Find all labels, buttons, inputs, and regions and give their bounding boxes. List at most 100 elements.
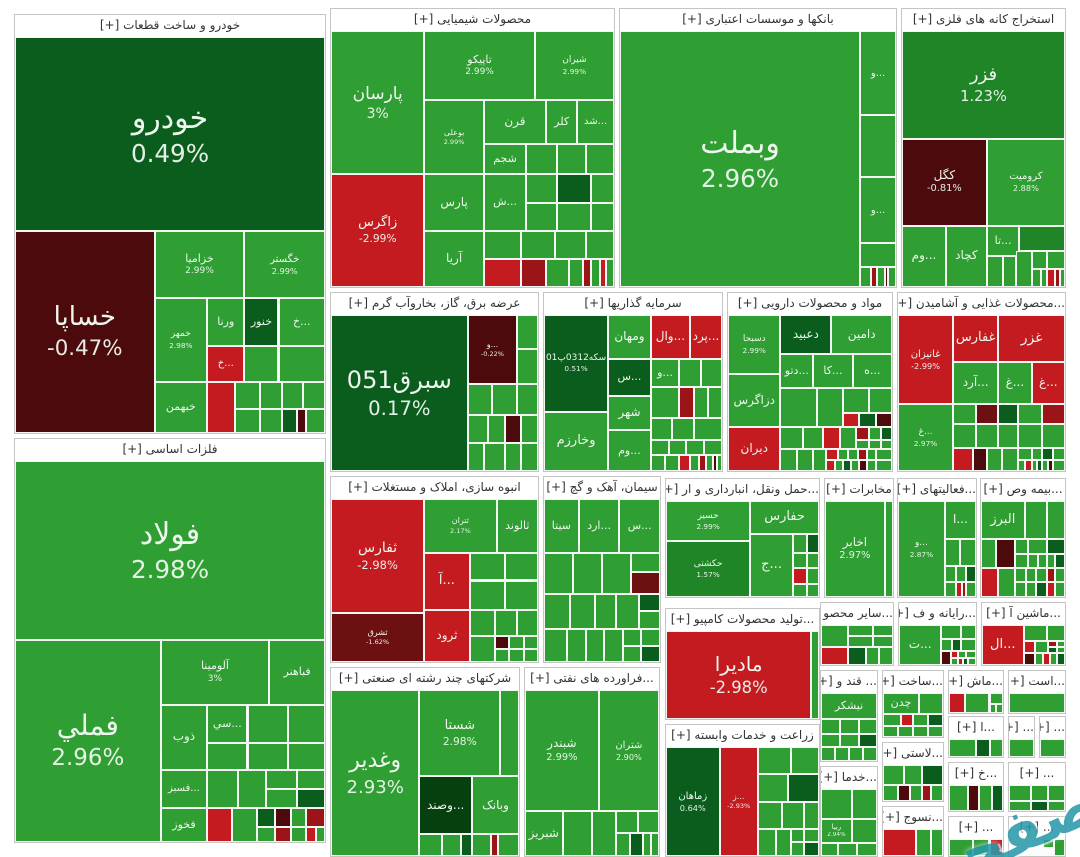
tile[interactable] bbox=[1041, 447, 1054, 461]
tile[interactable] bbox=[523, 635, 538, 649]
tile-اخابر[interactable]: اخابر 2.97% bbox=[825, 501, 885, 597]
tile[interactable] bbox=[1046, 553, 1055, 569]
tile[interactable] bbox=[266, 769, 298, 789]
sector-header[interactable]: ...رایانه و ف [+] bbox=[899, 603, 976, 626]
tile-شستا[interactable]: شستا 2.98% bbox=[419, 690, 501, 777]
tile-وغدیر[interactable]: وغدیر 2.93% bbox=[331, 690, 420, 856]
tile[interactable] bbox=[281, 381, 304, 410]
tile[interactable] bbox=[1053, 839, 1065, 856]
tile[interactable] bbox=[1042, 839, 1054, 848]
tile-سکه0312پ01[interactable]: سکه0312پ01 0.51% bbox=[544, 315, 609, 412]
tile[interactable] bbox=[776, 828, 792, 856]
tile[interactable] bbox=[1018, 403, 1042, 425]
tile[interactable] bbox=[631, 572, 660, 594]
tile-فزر[interactable]: فزر 1.23% bbox=[902, 31, 1065, 139]
tile[interactable] bbox=[960, 625, 976, 639]
tile[interactable] bbox=[1032, 269, 1041, 287]
tile[interactable] bbox=[878, 647, 893, 665]
tile[interactable] bbox=[1046, 625, 1065, 641]
tile[interactable] bbox=[698, 455, 706, 471]
tile[interactable] bbox=[989, 839, 1003, 856]
tile[interactable] bbox=[928, 725, 943, 737]
tile-...خ[interactable]: ...خ bbox=[207, 345, 245, 382]
tile[interactable] bbox=[639, 611, 660, 630]
tile[interactable] bbox=[944, 581, 956, 597]
tile[interactable] bbox=[1024, 460, 1032, 471]
tile[interactable] bbox=[880, 427, 892, 440]
tile[interactable] bbox=[941, 651, 951, 665]
tile[interactable] bbox=[958, 651, 966, 659]
tile[interactable] bbox=[616, 811, 638, 833]
tile[interactable] bbox=[693, 386, 708, 418]
tile[interactable] bbox=[883, 829, 916, 856]
tile-کلر[interactable]: کلر bbox=[546, 100, 578, 144]
tile[interactable] bbox=[1046, 568, 1055, 582]
tile-ومهان[interactable]: ومهان bbox=[608, 315, 651, 359]
tile[interactable] bbox=[494, 609, 518, 636]
tile[interactable] bbox=[965, 693, 990, 713]
tile-...ز[interactable]: ...ز -2.93% bbox=[719, 747, 758, 856]
tile[interactable] bbox=[700, 358, 722, 387]
tile[interactable] bbox=[568, 258, 583, 287]
tile[interactable] bbox=[637, 811, 659, 833]
tile[interactable] bbox=[883, 714, 901, 726]
tile[interactable] bbox=[591, 258, 600, 287]
tile[interactable] bbox=[591, 174, 614, 203]
tile[interactable] bbox=[303, 381, 325, 410]
tile[interactable] bbox=[704, 439, 722, 456]
tile[interactable] bbox=[1056, 647, 1065, 653]
tile[interactable] bbox=[1009, 739, 1034, 757]
tile[interactable] bbox=[848, 635, 873, 647]
tile-ثالوند[interactable]: ثالوند bbox=[496, 499, 538, 553]
tile[interactable] bbox=[840, 733, 859, 748]
tile[interactable] bbox=[526, 202, 558, 231]
tile[interactable] bbox=[997, 568, 1015, 597]
tile[interactable] bbox=[569, 593, 596, 630]
tile[interactable] bbox=[1023, 653, 1036, 665]
tile[interactable] bbox=[821, 789, 852, 820]
tile[interactable] bbox=[595, 593, 616, 630]
tile[interactable] bbox=[976, 739, 990, 757]
tile[interactable] bbox=[1040, 739, 1065, 757]
tile[interactable] bbox=[668, 439, 687, 456]
tile[interactable] bbox=[953, 424, 977, 448]
tile[interactable] bbox=[857, 449, 868, 461]
tile[interactable] bbox=[826, 460, 835, 471]
tile[interactable] bbox=[557, 202, 592, 231]
tile[interactable] bbox=[962, 658, 969, 665]
tile[interactable] bbox=[517, 349, 538, 384]
tile[interactable] bbox=[1054, 553, 1065, 569]
tile[interactable] bbox=[883, 725, 898, 737]
tile-...فسبز[interactable]: ...فسبز bbox=[160, 769, 208, 808]
tile[interactable] bbox=[840, 718, 859, 734]
tile[interactable] bbox=[419, 834, 442, 856]
tile[interactable] bbox=[1019, 225, 1065, 252]
tile-...ا[interactable]: ...ا bbox=[944, 501, 976, 540]
sector-header[interactable]: ...خ [+] bbox=[949, 763, 1003, 786]
tile[interactable] bbox=[1048, 641, 1057, 647]
tile[interactable] bbox=[811, 631, 819, 719]
tile[interactable] bbox=[1036, 460, 1042, 471]
tile[interactable] bbox=[472, 834, 491, 856]
tile[interactable] bbox=[803, 801, 819, 829]
tile[interactable] bbox=[928, 714, 943, 726]
tile[interactable] bbox=[546, 258, 569, 287]
tile[interactable] bbox=[989, 704, 996, 713]
tile-...آرد[interactable]: ...آرد bbox=[953, 361, 999, 404]
sector-header[interactable]: مواد و محصولات دارویی [+] bbox=[728, 293, 892, 316]
tile[interactable] bbox=[883, 765, 904, 785]
tile-...وم[interactable]: ...وم bbox=[608, 430, 651, 471]
tile-...وصند[interactable]: ...وصند bbox=[419, 776, 472, 835]
tile[interactable] bbox=[1026, 581, 1037, 597]
tile[interactable] bbox=[1040, 269, 1048, 287]
tile[interactable] bbox=[955, 581, 962, 597]
tile-دسبحا[interactable]: دسبحا 2.99% bbox=[728, 315, 781, 375]
tile-...دتو[interactable]: ...دتو bbox=[780, 354, 814, 389]
tile[interactable] bbox=[247, 704, 288, 743]
tile[interactable] bbox=[855, 439, 870, 450]
tile-غانیزان[interactable]: غانیزان -2.99% bbox=[898, 315, 954, 404]
tile[interactable] bbox=[207, 381, 236, 433]
tile[interactable] bbox=[922, 765, 943, 785]
tile-...ت[interactable]: ...ت bbox=[899, 625, 942, 665]
tile[interactable] bbox=[509, 648, 524, 662]
